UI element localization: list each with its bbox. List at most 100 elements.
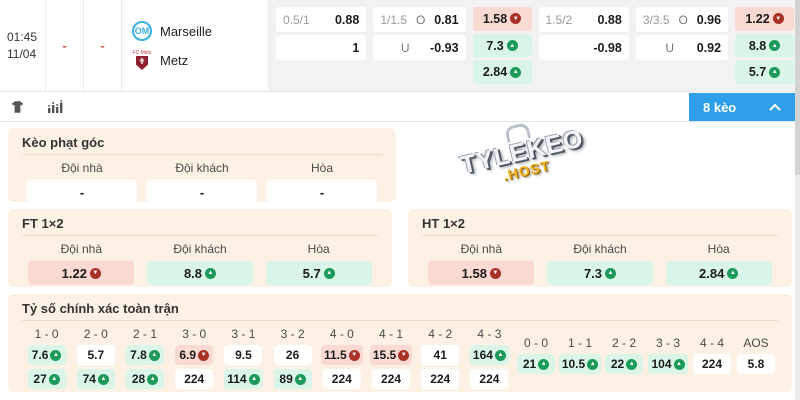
odds-cell[interactable]: -	[27, 180, 137, 204]
odds-cell[interactable]: 7.6	[27, 345, 66, 365]
odds-cell[interactable]: 11.5	[320, 345, 363, 365]
odds-cell[interactable]: 74	[76, 369, 115, 389]
odds-cell[interactable]: 6.9	[175, 345, 214, 365]
odds-box[interactable]: 1	[276, 35, 367, 60]
odds-cell[interactable]: 224	[175, 369, 214, 389]
odds-cell[interactable]: 7.3	[472, 33, 532, 58]
score-column: 4 - 0 11.5 224	[317, 327, 366, 389]
odds-cell[interactable]: 224	[322, 369, 361, 389]
odds-box[interactable]: 3/3.5 O 0.96	[635, 7, 729, 32]
odds-cell[interactable]: 2.84	[472, 60, 532, 85]
odds-cell[interactable]: 224	[693, 354, 731, 374]
odds-cell[interactable]: 7.8	[126, 345, 164, 365]
odds-cell[interactable]: 10.5	[558, 354, 602, 374]
odds-box[interactable]: U 0.92	[635, 35, 729, 60]
away-team-name: Metz	[160, 52, 189, 68]
odds-cell[interactable]: 2.84	[665, 261, 772, 285]
toolbar: 8 kèo	[0, 92, 800, 122]
odds-cell[interactable]: 28	[126, 369, 164, 389]
odds-box[interactable]: 0.5/1 0.88	[276, 7, 367, 32]
score-label: AOS	[743, 336, 769, 350]
odds-price: -0.98	[593, 40, 622, 55]
odds-cell[interactable]: 1.22	[28, 261, 135, 285]
odds-box[interactable]: 1/1.5 O 0.81	[373, 7, 466, 32]
odds-price: 7.8	[130, 348, 147, 362]
scrollbar-thumb[interactable]	[795, 0, 800, 175]
odds-cell[interactable]: 41	[421, 345, 460, 365]
odds-cell[interactable]: 104	[648, 354, 688, 374]
header-away: Đội khách	[175, 161, 229, 175]
odds-cell[interactable]: 224	[470, 369, 509, 389]
odds-cell[interactable]: 1.58	[472, 7, 532, 31]
score-label: 2 - 0	[83, 327, 108, 341]
odds-cell[interactable]: 8.8	[735, 33, 794, 58]
odds-cell[interactable]: 224	[421, 369, 460, 389]
odds-cell[interactable]: 5.7	[76, 345, 115, 365]
score-left-block: 1 - 0 7.6 27 2 - 0 5.7 74 2 - 1 7.8 28	[22, 327, 514, 389]
odds-cell[interactable]: 5.7	[265, 261, 372, 285]
score-label: 4 - 2	[428, 327, 453, 341]
odds-cell[interactable]: 21	[517, 354, 555, 374]
score-column: 2 - 2 22	[602, 336, 646, 389]
score-column: 0 - 0 21	[514, 336, 558, 389]
odds-count-button[interactable]: 8 kèo	[689, 93, 795, 121]
odds-price: 26	[285, 348, 300, 362]
odds-cell[interactable]: 9.5	[224, 345, 263, 365]
odds-cell[interactable]: 1.58	[428, 261, 535, 285]
odds-price: 224	[381, 372, 402, 386]
odds-cell[interactable]: 7.3	[547, 261, 653, 285]
odds-count-label: 8 kèo	[703, 99, 737, 115]
odds-cell[interactable]: 15.5	[369, 345, 413, 365]
odds-cell[interactable]: -	[267, 180, 377, 204]
odds-price: 2.84	[482, 65, 508, 80]
odds-cell[interactable]: 114	[224, 369, 263, 389]
match-header: 01:45 11/04 - - OM Marseille FC Metz ✟ M…	[0, 0, 800, 92]
trend-up-icon	[506, 40, 518, 51]
score-column: 3 - 2 26 89	[268, 327, 317, 389]
odds-price: 224	[701, 357, 723, 371]
metz-logo-icon: FC Metz ✟	[132, 50, 152, 70]
odds-box[interactable]: 1.5/2 0.88	[538, 7, 629, 32]
ft-panel-title: FT 1×2	[22, 216, 378, 236]
teams-column[interactable]: OM Marseille FC Metz ✟ Metz	[122, 0, 269, 91]
odds-cell[interactable]: 164	[469, 345, 509, 365]
trend-down-icon	[89, 267, 101, 279]
vertical-scrollbar[interactable]	[795, 0, 800, 400]
odds-cell[interactable]: 8.8	[147, 261, 253, 285]
score-label: 4 - 0	[329, 327, 354, 341]
score-column: 4 - 4 224	[690, 336, 734, 389]
trend-up-icon	[538, 358, 550, 370]
odds-cell[interactable]: 5.7	[735, 60, 794, 85]
odds-price: 6.9	[179, 348, 197, 362]
metz-crest-shape: ✟	[136, 56, 148, 70]
odds-box[interactable]: U -0.93	[373, 35, 466, 60]
odds-cell[interactable]: 89	[273, 369, 312, 389]
away-team-row[interactable]: FC Metz ✟ Metz	[132, 50, 268, 70]
trend-down-icon	[772, 13, 784, 25]
odds-cell[interactable]: -	[147, 180, 257, 204]
odds-cell[interactable]: 224	[372, 369, 411, 389]
odds-cell[interactable]: 22	[605, 354, 643, 374]
odds-cell[interactable]: 26	[273, 345, 312, 365]
score-label: 1 - 1	[567, 336, 592, 350]
chevron-up-icon	[769, 103, 781, 111]
home-team-name: Marseille	[160, 23, 213, 39]
home-team-row[interactable]: OM Marseille	[132, 21, 268, 41]
score-label: 4 - 4	[699, 336, 724, 350]
odds-box[interactable]: -0.98	[538, 35, 629, 60]
score-column: 1 - 0 7.6 27	[22, 327, 71, 389]
watermark-subtitle: .HOST	[501, 157, 552, 184]
odds-price: 74	[82, 372, 96, 386]
stats-chart-icon[interactable]	[47, 99, 64, 114]
trend-up-icon	[147, 373, 159, 385]
away-status-dash: -	[100, 38, 105, 53]
jersey-icon[interactable]	[10, 100, 25, 114]
corner-odds-panel: Kèo phạt góc Đội nhà Đội khách Hòa - - -	[8, 128, 396, 204]
trend-down-icon	[398, 349, 410, 361]
odds-price: 5.7	[87, 348, 105, 362]
odds-cell[interactable]: 1.22	[735, 7, 794, 31]
handicap-line: 1.5/2	[545, 12, 573, 27]
odds-cell[interactable]: 5.8	[737, 354, 775, 374]
odds-cell[interactable]: 27	[27, 369, 66, 389]
odds-price: 1.58	[461, 265, 487, 281]
